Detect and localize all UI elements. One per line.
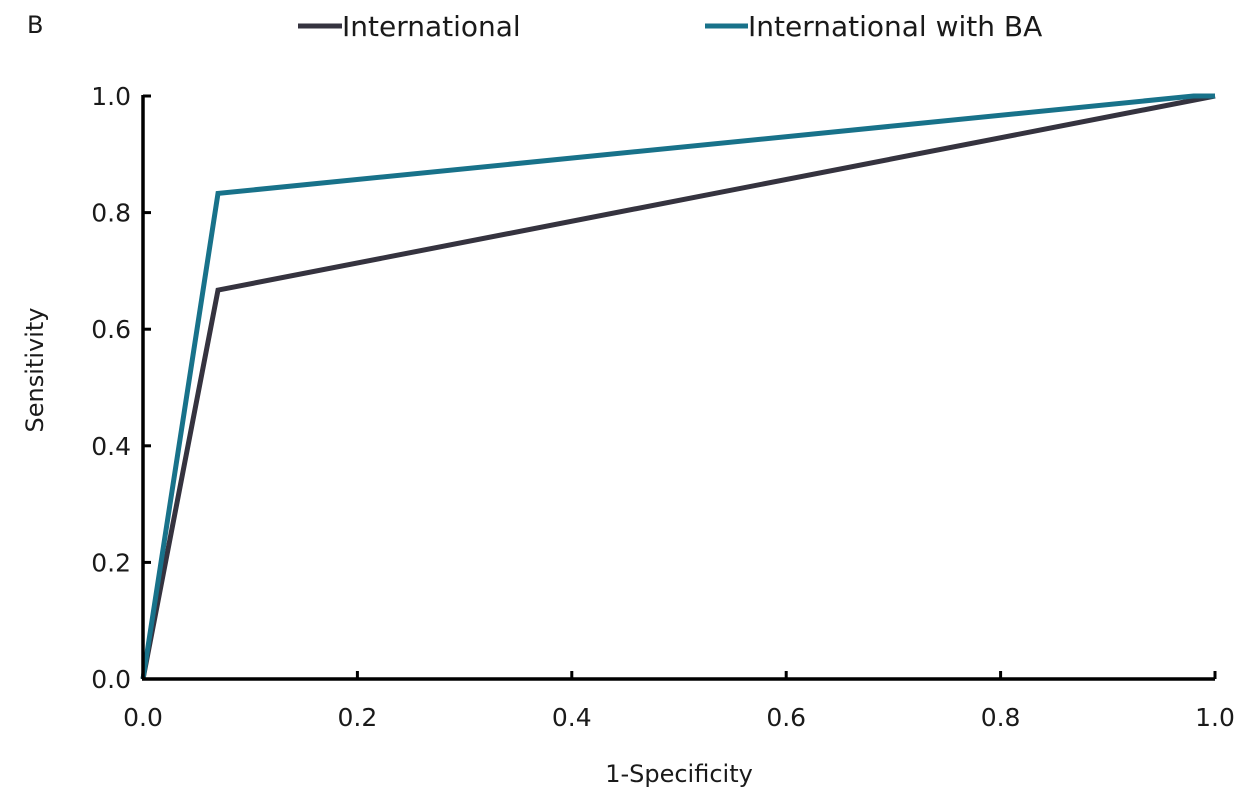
legend-item-international-with-ba: International with BA [705,10,1042,43]
y-tick-label: 0.2 [91,548,131,577]
y-tick-label: 0.4 [91,432,131,461]
x-tick-label: 0.2 [338,703,378,732]
y-tick-label: 1.0 [91,82,131,111]
legend-label-international: International [342,10,521,43]
panel-label: B [27,11,43,39]
series-lines [140,93,1216,680]
x-axis-title: 1-Specificity [605,760,753,788]
x-tick-label: 0.4 [552,703,592,732]
legend-label-international-with-ba: International with BA [748,10,1042,43]
series-line-international-with-ba [140,93,1215,680]
y-tick-label: 0.0 [91,665,131,694]
y-tick-label: 0.6 [91,315,131,344]
x-axis-ticks: 0.0 0.2 0.4 0.6 0.8 1.0 [123,671,1235,732]
x-tick-label: 0.6 [766,703,806,732]
y-axis-title: Sensitivity [21,308,49,433]
legend-item-international: International [298,10,521,43]
series-line-international [140,93,1216,680]
x-tick-label: 0.8 [981,703,1021,732]
y-tick-label: 0.8 [91,199,131,228]
x-tick-label: 0.0 [123,703,163,732]
x-tick-label: 1.0 [1195,703,1235,732]
y-axis-ticks: 0.0 0.2 0.4 0.6 0.8 1.0 [91,82,151,694]
legend: International International with BA [298,10,1042,43]
